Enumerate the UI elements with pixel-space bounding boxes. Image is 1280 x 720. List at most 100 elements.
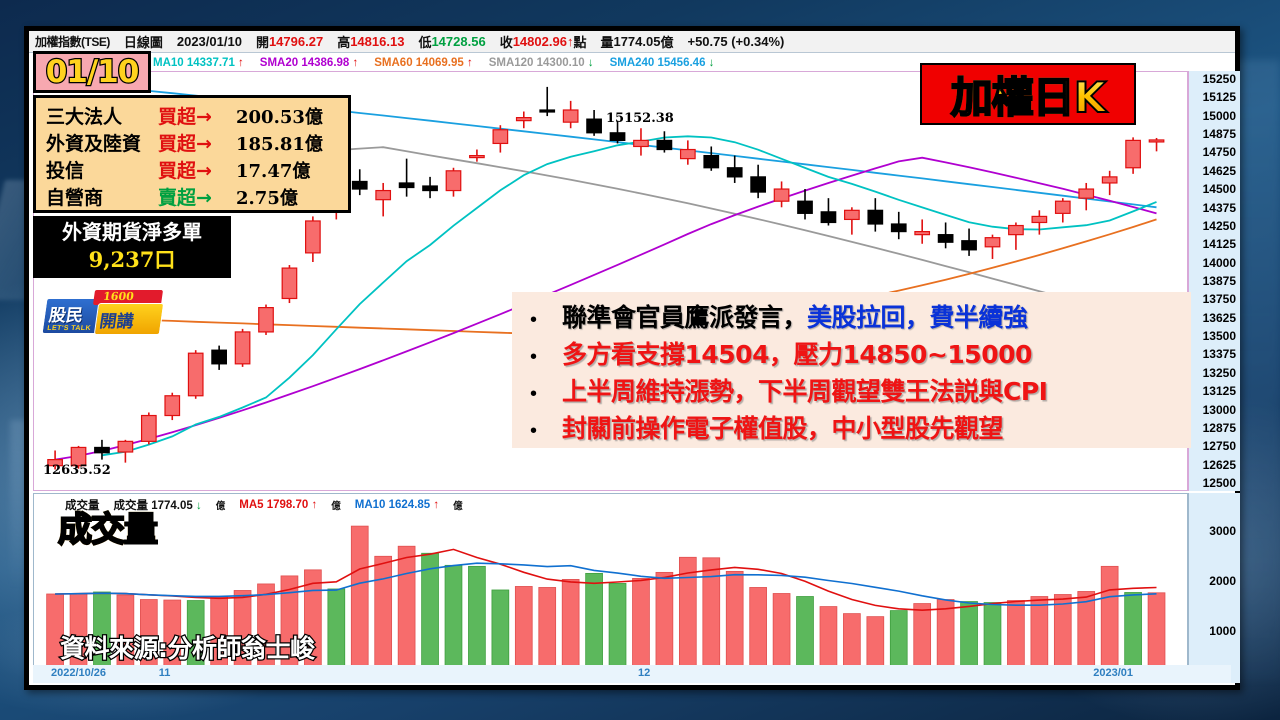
commentary-segment: 上半周維持漲勢，下半周觀望雙王法説與CPI	[562, 377, 1048, 406]
commentary-line: • 封關前操作電子權值股，中小型股先觀望	[530, 409, 1191, 446]
candle-body	[703, 154, 720, 169]
candle-body	[70, 446, 87, 467]
bullet-icon: •	[530, 383, 538, 405]
volume-bar	[585, 572, 603, 682]
candle-body	[1008, 224, 1024, 236]
volume-bar	[725, 570, 744, 682]
volume-bar	[397, 545, 416, 682]
volume-unit: 億	[660, 35, 674, 50]
volume-ma10-line	[55, 562, 1157, 606]
volume-bar	[561, 579, 580, 682]
price-axis-tick: 13125	[1202, 384, 1236, 399]
price-axis-tick: 15125	[1202, 90, 1236, 105]
candle-body	[258, 307, 274, 333]
institution-name: 投信	[46, 160, 85, 182]
program-logo: 股民 LET'S TALK 1600 開講	[41, 289, 165, 337]
bullet-icon: •	[530, 346, 538, 368]
candle-body	[1148, 139, 1165, 143]
institution-action: 買超→	[158, 133, 212, 155]
date-axis-tick: 2022/10/26	[50, 667, 107, 679]
candle-body	[539, 109, 556, 113]
candle-body	[1125, 139, 1141, 169]
volume-legend-item-成交量: 成交量 1774.05	[114, 497, 202, 513]
logo-text-2: 開講	[98, 312, 135, 332]
volume-ma5-line	[55, 548, 1157, 612]
commentary-line: • 聯準會官員鷹派發言，美股拉回，費半續強	[530, 298, 1191, 335]
volume-bar	[538, 587, 557, 682]
institution-value: 2.75億	[236, 187, 298, 209]
date-axis-tick: 11	[158, 667, 171, 679]
price-axis-tick: 15250	[1202, 72, 1236, 86]
price-axis-tick: 12750	[1202, 439, 1236, 454]
volume-bar	[1147, 592, 1166, 682]
candle-body	[890, 223, 907, 233]
candle-body	[469, 154, 485, 159]
volume-legend: 成交量成交量 1774.05 億 MA5 1798.70 億 MA10 1624.8…	[65, 497, 477, 513]
high-annotation: 15152.38	[606, 111, 674, 126]
candle-body	[515, 116, 532, 122]
price-axis-tick: 14875	[1202, 127, 1236, 142]
date-label: 2023/01/10	[176, 34, 242, 49]
price-axis-tick: 13875	[1202, 274, 1236, 288]
candle-body	[844, 209, 860, 221]
volume-bar	[421, 552, 439, 682]
candle-body	[234, 331, 251, 365]
candle-body	[375, 189, 392, 201]
price-axis-tick: 14000	[1202, 255, 1236, 270]
unit-label: 億	[453, 501, 463, 512]
candle-body	[281, 267, 298, 300]
volume-bar	[116, 594, 135, 682]
candle-body	[679, 148, 696, 160]
close-label: 收	[499, 35, 513, 50]
candle-body	[305, 220, 321, 254]
price-axis-tick: 14125	[1202, 237, 1236, 252]
volume-chart-panel[interactable]	[33, 493, 1188, 683]
volume-bar	[1007, 600, 1025, 682]
candle-body	[164, 395, 181, 417]
source-credit: 資料來源:分析師翁士峻	[59, 633, 316, 665]
volume-bar	[1030, 596, 1049, 682]
volume-bar	[46, 593, 64, 682]
date-axis: 2022/10/26 11 12 2023/01	[33, 665, 1231, 683]
candle-body	[94, 446, 110, 454]
candle-body	[633, 139, 649, 148]
date-axis-tick: 12	[637, 667, 651, 679]
candle-body	[773, 188, 790, 202]
close-arrow-icon: ↑	[566, 34, 574, 49]
price-axis-tick: 12625	[1202, 457, 1236, 472]
price-axis-tick: 12875	[1202, 420, 1236, 435]
open-value: 14796.27	[268, 34, 324, 49]
candle-body	[750, 176, 767, 193]
price-axis-tick: 12500	[1202, 476, 1236, 490]
commentary-text: 封關前操作電子權值股，中小型股先觀望	[562, 409, 1004, 445]
candle-body	[562, 109, 579, 123]
logo-banner-text: 1600	[102, 290, 135, 303]
unit-label: 億	[331, 501, 341, 512]
volume-bar	[350, 525, 369, 682]
institution-value: 185.81億	[236, 133, 323, 155]
volume-bar	[843, 613, 861, 682]
volume-bar	[983, 602, 1002, 682]
institution-name: 自營商	[46, 187, 104, 209]
candle-body	[351, 180, 368, 190]
high-label: 高	[337, 35, 351, 50]
volume-bar	[257, 583, 275, 682]
price-axis-tick: 14625	[1202, 163, 1236, 178]
candle-body	[820, 211, 837, 224]
change-value: +50.75 (+0.34%)	[687, 34, 785, 49]
volume-axis-tick: 3000	[1209, 524, 1236, 538]
commentary-line: • 上半周維持漲勢，下半周觀望雙王法説與CPI	[530, 372, 1191, 409]
logo-subtext: LET'S TALK	[46, 325, 92, 332]
volume-legend-item-ma10: MA10 1624.85	[355, 499, 439, 511]
candle-body	[609, 132, 626, 141]
volume-bar	[1124, 592, 1142, 682]
institution-name: 三大法人	[46, 106, 123, 128]
foreign-futures-box: 外資期貨淨多單 9,237口	[33, 216, 231, 278]
ma-line-ma10	[101, 135, 1157, 457]
volume-bar	[280, 575, 299, 682]
candle-body	[656, 139, 673, 151]
price-axis-tick: 13625	[1202, 310, 1236, 325]
chart-header: 加權指數(TSE) 日線圖 2023/01/10 開 14796.27 高 14…	[29, 31, 1235, 53]
candle-body	[726, 167, 743, 178]
commentary-segment: 多方看支撐14504，壓力14850~15000	[562, 340, 1032, 369]
